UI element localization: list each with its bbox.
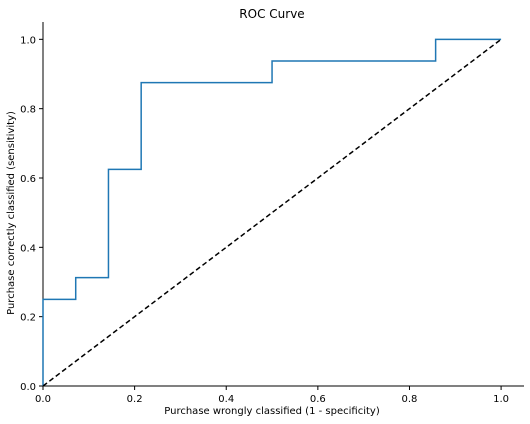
plot-area: 0.0 0.2 0.4 0.6 0.8 1.0 0.0 0.2 0.4 0.6 0.8 1.0 [20,22,524,405]
diagonal-reference-line [42,38,502,387]
y-tick-label: 0.8 [20,105,36,116]
x-axis-label: Purchase wrongly classified (1 - specifi… [164,406,380,417]
y-tick-label: 0.4 [20,243,36,254]
x-tick-label: 0.4 [218,394,234,405]
x-tick-label: 0.2 [127,394,143,405]
y-tick-label: 0.0 [20,382,36,393]
y-tick-label: 0.2 [20,313,36,324]
x-tick-label: 0.0 [35,394,51,405]
chart-title: ROC Curve [239,7,304,21]
x-tick-label: 0.8 [402,394,418,405]
y-axis-label: Purchase correctly classified (sensitivi… [6,111,17,315]
y-tick-label: 0.6 [20,174,36,185]
x-tick-label: 1.0 [493,394,509,405]
x-tick-label: 0.6 [310,394,326,405]
y-tick-label: 1.0 [20,35,36,46]
roc-curve-line [42,38,502,386]
